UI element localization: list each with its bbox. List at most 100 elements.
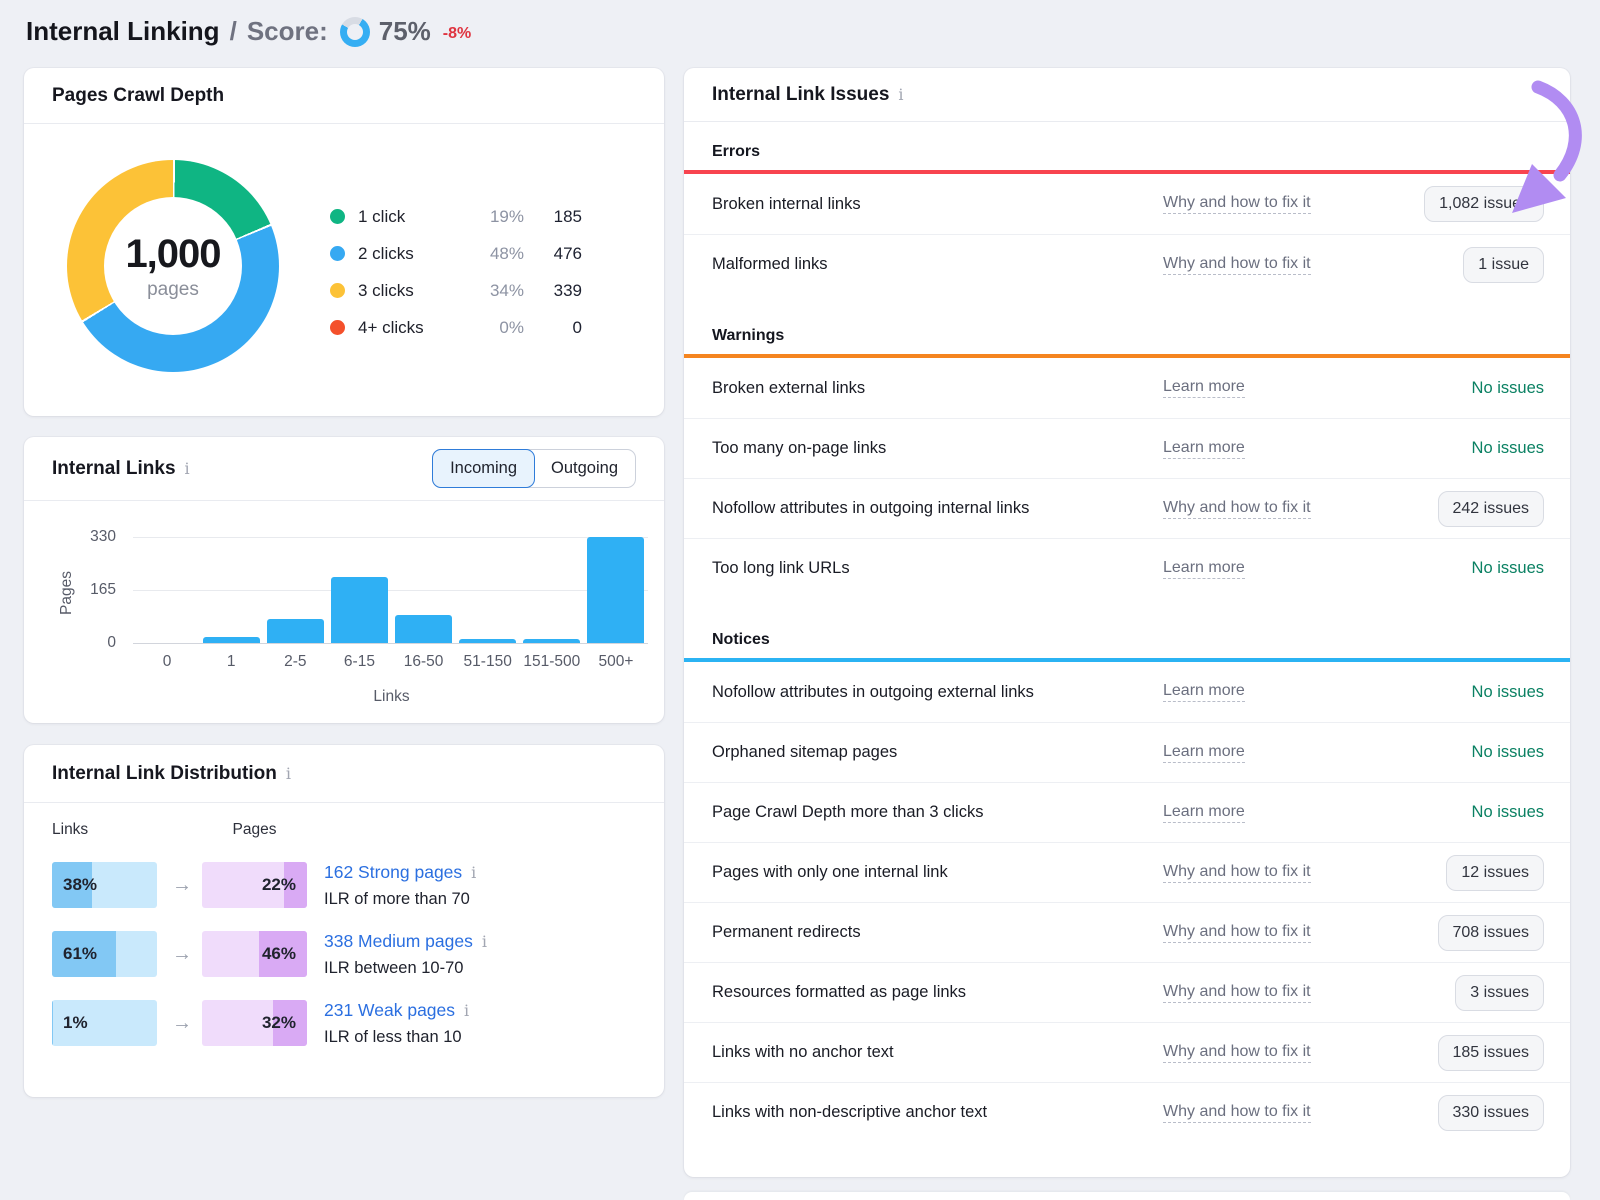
legend-percent: 0% [499,317,524,337]
issue-row-nofollow-outgoing-external: Nofollow attributes in outgoing external… [684,662,1570,722]
why-how-to-fix-link[interactable]: Why and how to fix it [1163,923,1311,943]
pages-bar-fill [258,931,307,977]
row-text: 162 Strong pages i ILR of more than 70 [324,862,476,909]
info-icon[interactable]: i [471,863,477,882]
pages-crawl-depth-card: Pages Crawl Depth 1,000 pages 1 click 19… [24,68,664,416]
why-how-to-fix-link[interactable]: Why and how to fix it [1163,1103,1311,1123]
learn-more-link[interactable]: Learn more [1163,743,1245,763]
learn-more-link[interactable]: Learn more [1163,803,1245,823]
issue-label: Links with no anchor text [712,1043,894,1061]
errors-section-line [684,170,1570,174]
learn-more-link[interactable]: Learn more [1163,378,1245,398]
page-header: Internal Linking / Score: 75% -8% [26,16,471,47]
card-title: Internal Links [52,457,176,479]
title-separator: / [229,16,237,46]
score-ring-icon [339,16,370,47]
links-bar: 38% [52,862,157,908]
why-how-to-fix-link[interactable]: Why and how to fix it [1163,255,1311,275]
pages-bar: 46% [202,931,307,977]
legend-dot-4plus-clicks [330,320,345,335]
links-percent: 38% [63,875,98,894]
distribution-row-medium: 61% → 46% 338 Medium pages i ILR between … [24,931,664,977]
learn-more-link[interactable]: Learn more [1163,439,1245,459]
issue-label: Broken external links [712,378,866,397]
toggle-outgoing[interactable]: Outgoing [551,459,618,477]
medium-pages-link[interactable]: 338 Medium pages [324,931,473,951]
gridline-165 [133,590,648,591]
info-icon[interactable]: i [481,932,487,951]
issue-label: Page Crawl Depth more than 3 clicks [712,803,984,821]
why-how-to-fix-link[interactable]: Why and how to fix it [1163,499,1311,519]
legend-row: 4+ clicks 0% 0 [330,309,582,346]
legend-value: 476 [553,243,582,263]
legend-value: 339 [553,280,582,300]
issue-row-no-anchor-text: Links with no anchor text Why and how to… [684,1022,1570,1082]
section-header-notices: Notices [712,631,770,648]
issue-row-orphaned-sitemap-pages: Orphaned sitemap pages Learn more No iss… [684,722,1570,782]
issues-count-button[interactable]: 1,082 issues [1424,186,1544,222]
issues-count-button[interactable]: 242 issues [1437,490,1544,527]
toggle-incoming[interactable]: Incoming [432,449,536,488]
row-text: 338 Medium pages i ILR between 10-70 [324,931,487,978]
info-icon[interactable]: i [898,85,904,104]
issues-count-button[interactable]: 3 issues [1455,974,1544,1011]
score-label: Score: [246,16,328,46]
x-tick: 16-50 [403,653,444,670]
arrow-right-icon: → [172,943,192,965]
x-tick: 2-5 [284,653,307,670]
crawl-depth-donut-chart: 1,000 pages [67,160,279,372]
issue-label: Pages with only one internal link [712,863,948,881]
issue-row-broken-external-links: Broken external links Learn more No issu… [684,358,1570,418]
internal-links-card: Internal Links i Incoming Outgoing 330 1… [24,437,664,723]
issues-count-button[interactable]: 330 issues [1437,1094,1544,1131]
donut-total: 1,000 [125,231,221,276]
learn-more-link[interactable]: Learn more [1163,559,1245,579]
why-how-to-fix-link[interactable]: Why and how to fix it [1163,863,1311,883]
issue-row-too-long-link-urls: Too long link URLs Learn more No issues [684,538,1570,598]
gridline-330 [133,537,648,538]
pages-column-header: Pages [232,821,277,838]
x-tick: 151-500 [523,653,581,670]
issue-row-crawl-depth-3-clicks: Page Crawl Depth more than 3 clicks Lear… [684,782,1570,842]
weak-pages-link[interactable]: 231 Weak pages [324,1000,456,1020]
strong-pages-link[interactable]: 162 Strong pages [324,862,463,882]
issue-label: Resources formatted as page links [712,983,967,1001]
internal-link-distribution-card: Internal Link Distribution i Links Pages… [24,745,664,1097]
score-delta: -8% [442,24,472,42]
issues-count-button[interactable]: 12 issues [1446,854,1544,891]
issues-count-button[interactable]: 708 issues [1437,914,1544,951]
why-how-to-fix-link[interactable]: Why and how to fix it [1163,1043,1311,1063]
row-description: ILR of more than 70 [324,890,470,908]
learn-more-link[interactable]: Learn more [1163,682,1245,702]
legend-label: 4+ clicks [358,317,424,337]
distribution-row-strong: 38% → 22% 162 Strong pages i ILR of more … [24,862,664,908]
links-bar: 1% [52,1000,157,1046]
legend-row: 3 clicks 34% 339 [330,272,582,309]
info-icon[interactable]: i [184,459,190,478]
issues-count-button[interactable]: 185 issues [1437,1034,1544,1071]
legend-percent: 34% [489,280,524,300]
info-icon[interactable]: i [285,764,291,783]
why-how-to-fix-link[interactable]: Why and how to fix it [1163,983,1311,1003]
links-column-header: Links [52,821,89,838]
pages-percent: 46% [261,944,296,963]
why-how-to-fix-link[interactable]: Why and how to fix it [1163,194,1311,214]
bar-6-15 [330,577,388,643]
links-bar-fill [52,862,92,908]
pages-bar-fill [283,862,307,908]
info-icon[interactable]: i [464,1001,470,1020]
card-title-row: Internal Link Distribution i [24,745,664,803]
section-header-errors: Errors [712,143,761,160]
legend-dot-1-click [330,209,345,224]
pages-percent: 32% [261,1013,296,1032]
issues-count-button[interactable]: 1 issue [1463,246,1544,283]
no-issues-status: No issues [1471,682,1544,701]
legend-label: 2 clicks [358,243,414,263]
issue-label: Too long link URLs [712,559,850,577]
legend-label: 3 clicks [358,280,414,300]
issue-label: Permanent redirects [712,923,861,941]
card-title-row: Pages Crawl Depth [24,68,664,124]
bar-500plus [587,537,645,643]
internal-links-bar-chart: 330 165 0 Pages 0 1 2-5 6-15 16-50 51-15… [24,501,664,723]
x-tick: 6-15 [343,653,375,670]
